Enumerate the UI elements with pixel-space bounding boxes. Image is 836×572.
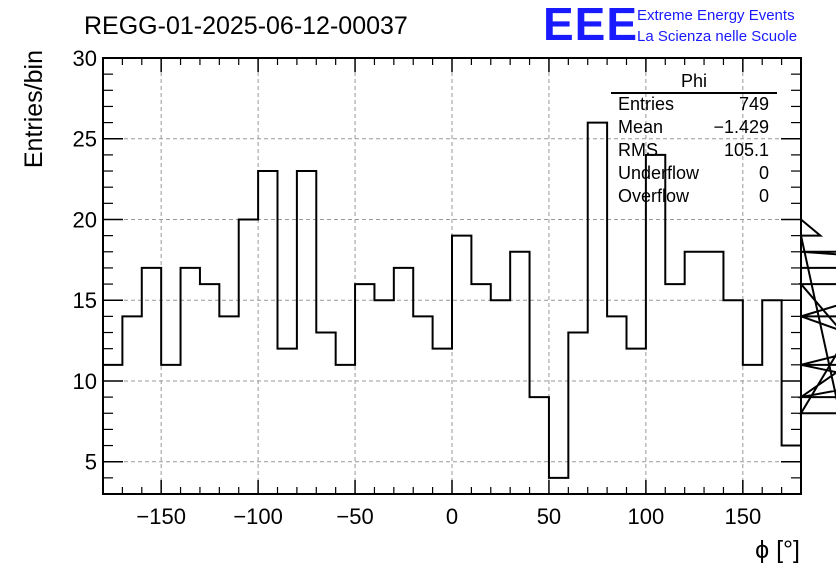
- x-tick-label: 100: [628, 504, 665, 529]
- stats-box: Phi Entries 749 Mean −1.429 RMS 105.1 Underflo…: [611, 71, 777, 206]
- stats-row-label: Entries: [618, 94, 674, 114]
- logo-line2: La Scienza nelle Scuole: [637, 28, 797, 45]
- y-axis-label: Entries/bin: [20, 50, 48, 168]
- x-axis-label: ϕ [°]: [755, 536, 800, 564]
- histogram-outline: [103, 121, 836, 479]
- logo-mark: EEE: [543, 0, 638, 50]
- x-tick-label: −100: [233, 504, 283, 529]
- stats-row-label: Underflow: [618, 163, 700, 183]
- tick-labels: −150 −100 −50 0 50 100 150 5 10 15 20 25 30: [73, 46, 762, 529]
- stats-row-value: 749: [739, 94, 769, 114]
- y-tick-label: 30: [73, 46, 97, 71]
- stats-row-value: 105.1: [724, 140, 769, 160]
- stats-row-label: Mean: [618, 117, 663, 137]
- y-tick-label: 5: [85, 450, 97, 475]
- stats-row-value: −1.429: [713, 117, 769, 137]
- axis-ticks: [102, 57, 802, 495]
- y-tick-label: 10: [73, 369, 97, 394]
- eee-logo: EEE Extreme Energy Events La Scienza nel…: [543, 0, 797, 50]
- stats-title: Phi: [681, 71, 707, 91]
- x-tick-label: −50: [336, 504, 373, 529]
- histogram-series: [103, 121, 836, 479]
- run-title: REGG-01-2025-06-12-00037: [84, 12, 408, 40]
- x-tick-label: 50: [537, 504, 561, 529]
- x-tick-label: 150: [724, 504, 761, 529]
- x-tick-label: −150: [136, 504, 186, 529]
- logo-line1: Extreme Energy Events: [637, 7, 795, 24]
- y-tick-label: 20: [73, 207, 97, 232]
- plot-frame: [102, 57, 802, 495]
- stats-rows: Entries 749 Mean −1.429 RMS 105.1 Underflow 0 Ov…: [618, 94, 769, 206]
- y-tick-label: 25: [73, 127, 97, 152]
- y-tick-label: 15: [73, 288, 97, 313]
- stats-row-value: 0: [759, 163, 769, 183]
- stats-row-value: 0: [759, 186, 769, 206]
- stats-row-label: Overflow: [618, 186, 690, 206]
- stats-row-label: RMS: [618, 140, 658, 160]
- x-tick-label: 0: [446, 504, 458, 529]
